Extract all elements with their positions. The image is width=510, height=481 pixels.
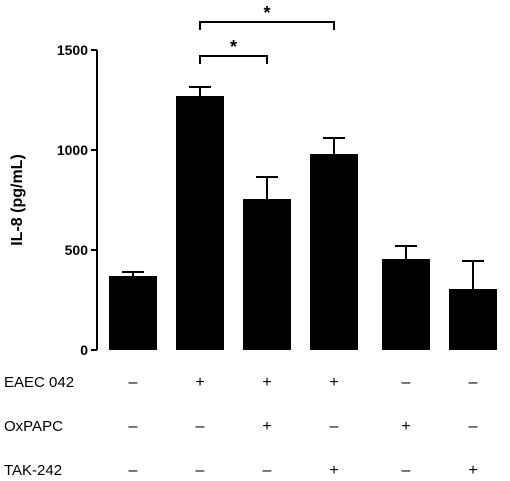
condition-sign: –	[129, 374, 138, 391]
y-tick-label: 1500	[57, 42, 88, 58]
significance-bracket	[199, 21, 335, 30]
bar	[382, 259, 430, 350]
significance-brackets: **	[199, 3, 335, 64]
condition-sign: +	[262, 374, 271, 391]
condition-sign: +	[468, 462, 477, 479]
y-tick-label: 0	[80, 342, 88, 358]
condition-sign: –	[402, 374, 411, 391]
condition-label: EAEC 042	[4, 374, 74, 391]
y-tick-label: 1000	[57, 142, 88, 158]
condition-sign: –	[469, 374, 478, 391]
condition-sign: –	[402, 462, 411, 479]
condition-sign: –	[196, 418, 205, 435]
error-bars	[122, 86, 484, 289]
significance-star: *	[230, 37, 237, 57]
condition-sign: +	[329, 374, 338, 391]
condition-sign: +	[195, 374, 204, 391]
bar	[243, 199, 291, 350]
condition-sign: –	[263, 462, 272, 479]
condition-sign: +	[329, 462, 338, 479]
condition-sign: –	[129, 418, 138, 435]
condition-sign: +	[262, 418, 271, 435]
bars	[109, 96, 497, 350]
bar	[449, 289, 497, 350]
condition-label: OxPAPC	[4, 418, 63, 435]
bar	[176, 96, 224, 350]
y-axis-title: IL-8 (pg/mL)	[9, 154, 26, 246]
condition-sign: +	[401, 418, 410, 435]
y-axis: 0 500 1000 1500	[57, 42, 98, 358]
condition-sign: –	[469, 418, 478, 435]
condition-sign: –	[129, 462, 138, 479]
significance-bracket	[199, 55, 268, 64]
condition-label: TAK-242	[4, 462, 62, 479]
y-tick-label: 500	[65, 242, 89, 258]
bar	[310, 154, 358, 350]
condition-sign: –	[330, 418, 339, 435]
significance-star: *	[263, 3, 270, 23]
condition-sign: –	[196, 462, 205, 479]
condition-table: EAEC 042 – + + + – – OxPAPC – – + – + – TAK-242 – – – + – +	[4, 374, 478, 479]
bar	[109, 276, 157, 350]
